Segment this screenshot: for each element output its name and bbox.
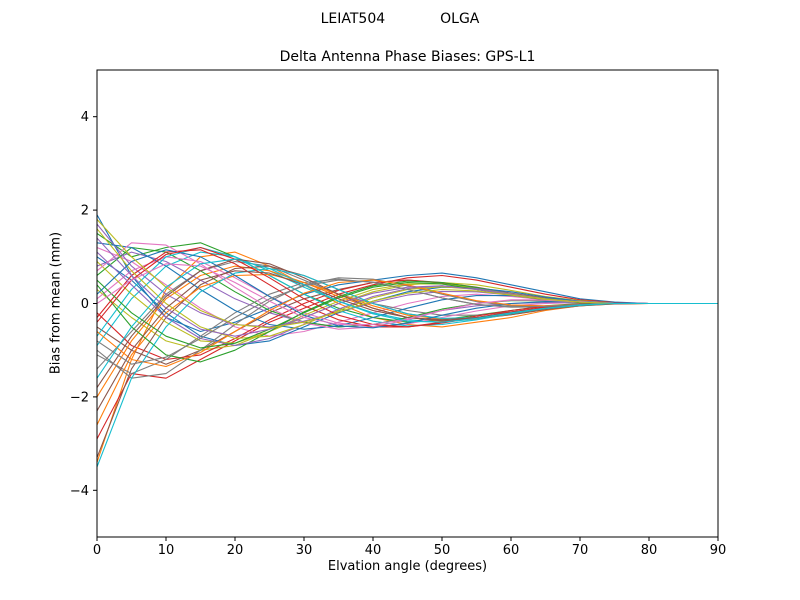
chart-title: Delta Antenna Phase Biases: GPS-L1	[279, 49, 536, 65]
series-group	[97, 214, 718, 468]
series-line	[97, 273, 718, 426]
x-tick-label: 60	[503, 543, 520, 558]
x-tick-label: 80	[641, 543, 658, 558]
y-tick-label: 0	[81, 297, 89, 312]
y-tick-label: 2	[81, 204, 89, 219]
y-tick-label: −4	[70, 484, 89, 499]
series-line	[97, 258, 718, 379]
y-tick-label: 4	[81, 110, 89, 125]
x-tick-label: 70	[572, 543, 589, 558]
x-tick-label: 50	[434, 543, 451, 558]
x-tick-label: 20	[227, 543, 244, 558]
x-tick-label: 0	[93, 543, 101, 558]
x-axis-label: Elvation angle (degrees)	[327, 559, 488, 574]
figure-suptitle: LEIAT504 OLGA	[0, 11, 800, 28]
x-tick-label: 10	[158, 543, 175, 558]
suptitle-antenna: LEIAT504	[320, 11, 386, 27]
y-tick-label: −2	[70, 390, 89, 405]
x-tick-label: 40	[365, 543, 382, 558]
series-line	[97, 267, 718, 468]
suptitle-station: OLGA	[440, 11, 480, 27]
series-line	[97, 219, 718, 329]
x-tick-label: 90	[710, 543, 727, 558]
x-tick-label: 30	[296, 543, 313, 558]
